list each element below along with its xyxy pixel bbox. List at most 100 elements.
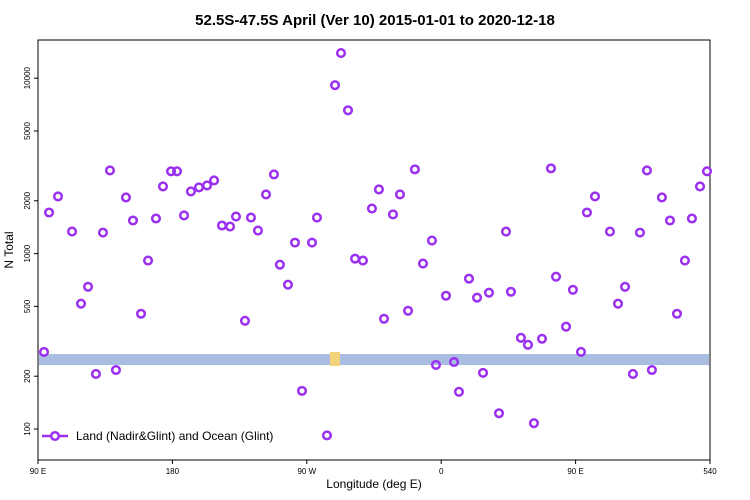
data-point <box>342 105 354 116</box>
data-point <box>66 226 78 237</box>
data-point <box>453 386 465 397</box>
data-point <box>171 166 183 177</box>
data-point <box>701 166 713 177</box>
y-tick-label: 5000 <box>23 122 32 140</box>
data-point <box>311 212 323 223</box>
data-point <box>581 207 592 218</box>
data-point <box>634 227 646 238</box>
x-tick-label: 540 <box>703 467 717 476</box>
data-point <box>471 292 483 303</box>
data-point <box>135 308 147 319</box>
data-point <box>166 166 177 177</box>
data-point <box>550 271 562 282</box>
data-point <box>335 48 347 59</box>
data-point <box>477 367 489 378</box>
data-point <box>239 315 251 326</box>
y-axis-label: N Total <box>2 231 16 268</box>
legend-marker <box>49 430 61 442</box>
data-point <box>321 430 333 441</box>
data-point <box>38 346 50 358</box>
y-tick-label: 200 <box>23 369 32 383</box>
data-point <box>560 321 572 332</box>
y-tick-label: 1000 <box>23 244 32 262</box>
data-point <box>627 368 638 380</box>
x-tick-label: 90 E <box>30 467 46 476</box>
data-point <box>289 237 301 248</box>
data-point <box>612 298 624 309</box>
data-point <box>440 290 452 301</box>
data-point <box>493 408 505 419</box>
data-point <box>185 186 196 197</box>
data-point <box>671 308 683 319</box>
y-tick-label: 500 <box>23 299 32 313</box>
data-point <box>378 313 390 324</box>
data-point <box>373 184 384 195</box>
data-point <box>417 258 429 269</box>
data-point <box>536 333 548 344</box>
data-point <box>178 210 190 221</box>
data-point <box>245 212 256 223</box>
x-axis-label: Longitude (deg E) <box>326 477 421 491</box>
ocean-band <box>39 354 709 365</box>
data-point <box>505 286 516 297</box>
data-point <box>268 169 279 180</box>
data-point <box>483 287 495 298</box>
data-point <box>44 207 55 218</box>
data-point <box>402 305 414 316</box>
data-point <box>224 221 236 232</box>
data-point <box>528 418 539 429</box>
data-point <box>216 220 228 231</box>
data-point <box>394 189 406 200</box>
data-point <box>143 255 154 266</box>
data-point <box>366 203 377 214</box>
x-tick-label: 0 <box>439 467 444 476</box>
data-point <box>75 298 87 309</box>
data-point <box>193 182 205 193</box>
data-point <box>127 215 139 226</box>
data-point <box>252 225 264 236</box>
data-point <box>694 181 706 192</box>
data-point <box>274 259 285 270</box>
data-point <box>201 180 213 191</box>
data-point <box>349 253 361 264</box>
data-point <box>157 181 169 192</box>
data-point <box>209 175 220 186</box>
data-point <box>604 226 615 237</box>
data-point <box>52 191 64 202</box>
data-point <box>575 346 587 358</box>
data-point <box>409 164 420 175</box>
data-point <box>500 226 512 237</box>
y-tick-label: 10000 <box>23 66 32 89</box>
x-tick-label: 90 E <box>567 467 583 476</box>
data-point <box>104 165 116 176</box>
data-point <box>357 255 368 266</box>
x-tick-label: 180 <box>166 467 180 476</box>
plot-frame <box>37 39 711 461</box>
legend-label: Land (Nadir&Glint) and Ocean (Glint) <box>76 429 273 443</box>
data-point <box>387 209 399 220</box>
data-point <box>430 359 442 370</box>
data-point <box>522 339 534 350</box>
data-point <box>90 368 101 380</box>
data-point <box>282 279 294 290</box>
data-point <box>82 281 94 292</box>
data-point <box>567 284 578 295</box>
data-point <box>97 227 109 238</box>
data-point <box>306 237 318 248</box>
data-point <box>426 235 437 246</box>
data-point <box>463 273 475 284</box>
x-tick-label: 90 W <box>297 467 316 476</box>
data-point <box>296 385 308 396</box>
data-point <box>646 364 657 376</box>
data-point <box>329 80 341 91</box>
data-point <box>110 364 122 376</box>
data-point <box>656 192 667 203</box>
data-point <box>150 213 162 224</box>
data-point <box>641 165 653 176</box>
y-tick-label: 100 <box>23 422 32 436</box>
data-point <box>448 356 460 368</box>
y-tick-label: 2000 <box>23 191 32 209</box>
data-point <box>230 211 242 222</box>
